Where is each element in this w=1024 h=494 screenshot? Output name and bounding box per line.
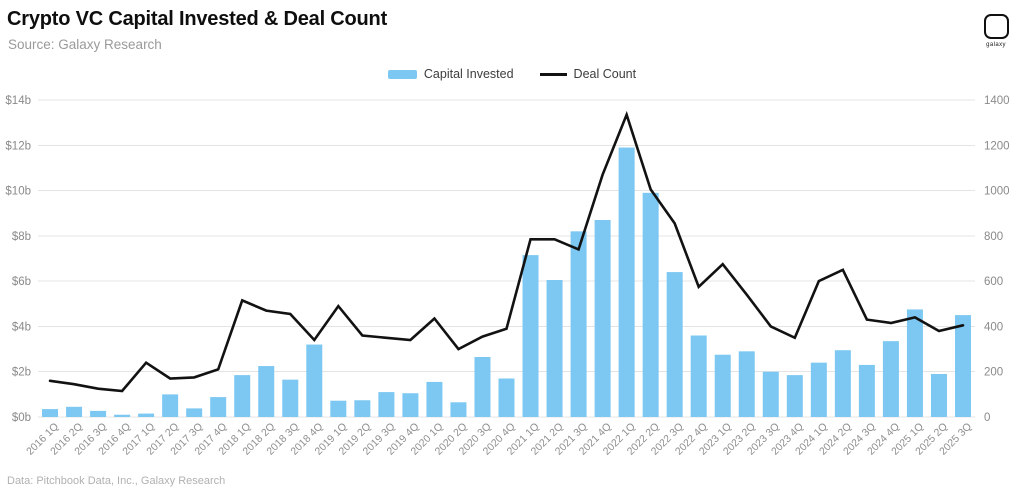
capital-invested-bar [642,192,659,417]
legend-label-capital-invested: Capital Invested [423,67,514,81]
y-axis-left-tick-label: $10b [5,186,31,198]
y-axis-right-tick-label: 200 [984,367,1003,379]
galaxy-logo-icon [983,14,1009,39]
y-axis-left-tick-label: $8b [12,231,31,243]
legend-item-deal-count: Deal Count [539,67,637,81]
chart-legend: Capital Invested Deal Count [0,67,1024,81]
legend-label-deal-count: Deal Count [573,67,637,81]
capital-invested-bar [906,309,923,417]
capital-invested-bar [474,356,491,417]
capital-invested-bar [66,406,83,417]
y-axis-left-tick-label: $0b [12,412,31,424]
capital-invested-bar [858,364,875,417]
deal-count-line-swatch [539,72,567,76]
capital-invested-bar [402,393,419,417]
capital-invested-bar [666,272,683,417]
chart-source: Source: Galaxy Research [8,37,162,52]
capital-invested-bar [378,392,395,417]
y-axis-right-tick-label: 600 [984,276,1003,288]
capital-invested-bar [690,335,707,417]
capital-invested-bar [282,379,299,417]
capital-invested-bar [138,413,155,417]
y-axis-right-tick-label: 0 [984,412,990,424]
capital-invested-bar [546,280,563,417]
capital-invested-bar [882,341,899,417]
y-axis-left-tick-label: $6b [12,276,31,288]
capital-invested-bar [186,408,203,417]
capital-invested-bar [306,344,323,417]
capital-invested-swatch [387,69,417,79]
capital-invested-bar [522,255,539,417]
capital-invested-bar [714,354,731,417]
y-axis-right-tick-label: 1200 [984,140,1010,152]
galaxy-logo: galaxy [977,14,1015,48]
y-axis-left-tick-label: $12b [5,140,31,152]
capital-invested-bar [810,362,827,417]
capital-invested-bar [426,381,443,417]
capital-invested-bar [450,402,467,417]
y-axis-left-tick-label: $2b [12,367,31,379]
capital-invested-bar [330,400,347,417]
capital-invested-bar [258,366,275,417]
capital-invested-bar [498,378,515,417]
capital-invested-bar [234,375,251,417]
capital-invested-bar [210,397,227,417]
y-axis-right-tick-label: 800 [984,231,1003,243]
capital-invested-bar [570,231,587,417]
deal-count-line [48,110,965,393]
y-axis-right-tick-label: 1000 [984,186,1010,198]
chart-title: Crypto VC Capital Invested & Deal Count [7,8,388,30]
capital-invested-bar [618,147,635,418]
galaxy-logo-word: galaxy [986,42,1006,48]
y-axis-left-tick-label: $14b [5,95,31,107]
capital-invested-bar [738,351,755,417]
capital-invested-bar [90,410,107,417]
capital-invested-bar [762,371,779,417]
capital-invested-bar [786,375,803,417]
data-credit: Data: Pitchbook Data, Inc., Galaxy Resea… [7,475,226,487]
capital-invested-bar [954,315,971,417]
capital-invested-bar [930,373,947,417]
capital-invested-bar [354,400,371,417]
capital-invested-bar [42,409,59,417]
capital-invested-bar [162,394,179,417]
capital-invested-bar [594,220,611,417]
y-axis-right-tick-label: 400 [984,321,1003,333]
legend-item-capital-invested: Capital Invested [387,67,514,81]
capital-invested-bar [834,350,851,417]
y-axis-right-tick-label: 1400 [984,95,1010,107]
capital-invested-bar [114,414,131,417]
y-axis-left-tick-label: $4b [12,321,31,333]
